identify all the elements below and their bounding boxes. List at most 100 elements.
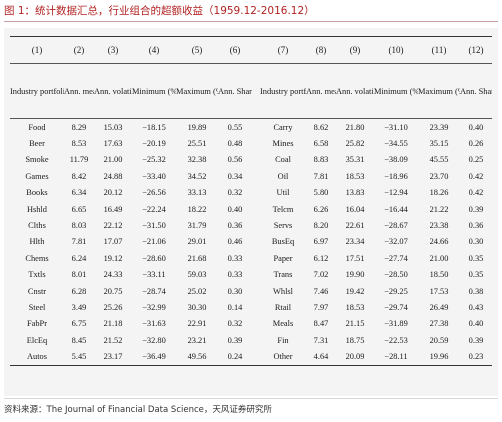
- left-industry-name-cell: Chems: [25, 253, 49, 263]
- left-minimum-cell: −20.19: [142, 139, 166, 149]
- right-industry-name-cell: Util: [276, 188, 290, 198]
- left-sharpe-ratio-cell: 0.30: [227, 286, 243, 296]
- header-maximum: Maximum (%): [176, 86, 218, 96]
- right-minimum-cell: −16.44: [384, 204, 408, 214]
- right-maximum-cell: 23.39: [429, 122, 449, 132]
- left-industry-name-cell: Beer: [29, 139, 45, 149]
- source-note: 资料来源：The Journal of Financial Data Scien…: [4, 405, 272, 415]
- left-industry-name-cell: Hshld: [26, 204, 47, 214]
- header-sharpe: Ann. Sharpe ratio: [218, 86, 252, 96]
- right-industry-name-cell: Other: [273, 352, 293, 362]
- column-number-row: (1) (2) (3) (4) (5) (6) (7) (8) (9) (10)…: [10, 37, 492, 64]
- column-gap: [252, 201, 260, 217]
- right-maximum-cell: 23.38: [429, 221, 449, 231]
- right-industry-name-cell: BusEq: [271, 237, 295, 247]
- right-minimum-cell: −29.74: [384, 302, 408, 312]
- column-header-row: Industry portfolio Ann. mean (%) Ann. vo…: [10, 64, 492, 119]
- right-minimum-cell: −28.67: [384, 221, 408, 231]
- right-maximum-cell: 19.96: [429, 352, 449, 362]
- right-maximum-cell: 35.15: [429, 139, 449, 149]
- right-ann-mean-cell: 7.31: [313, 335, 329, 345]
- left-ann-volatility-cell: 23.17: [103, 352, 123, 362]
- right-maximum-cell: 23.70: [429, 171, 449, 181]
- right-sharpe-ratio-cell: 0.35: [468, 270, 484, 280]
- right-ann-mean-cell: 8.20: [313, 221, 329, 231]
- column-number: (1): [31, 45, 43, 55]
- right-ann-volatility-cell: 18.75: [345, 335, 365, 345]
- right-minimum-cell: −38.09: [384, 155, 408, 165]
- right-sharpe-ratio-cell: 0.40: [468, 122, 484, 132]
- left-ann-volatility-cell: 24.88: [103, 171, 123, 181]
- left-minimum-cell: −22.24: [142, 204, 166, 214]
- column-number: (3): [107, 45, 119, 55]
- left-maximum-cell: 33.13: [187, 188, 207, 198]
- left-industry-name-cell: Food: [28, 122, 46, 132]
- right-minimum-cell: −32.07: [384, 237, 408, 247]
- right-maximum-cell: 45.55: [429, 155, 449, 165]
- right-ann-volatility-cell: 17.51: [345, 253, 365, 263]
- column-number: (11): [431, 45, 447, 55]
- right-sharpe-ratio-cell: 0.25: [468, 155, 484, 165]
- title-divider: [4, 21, 498, 22]
- right-sharpe-ratio-cell: 0.40: [468, 319, 484, 329]
- left-industry-name-cell: Cnstr: [27, 286, 47, 296]
- left-ann-volatility-cell: 19.12: [103, 253, 123, 263]
- column-number: (8): [315, 45, 327, 55]
- left-sharpe-ratio-cell: 0.33: [227, 270, 243, 280]
- left-maximum-cell: 25.51: [187, 139, 207, 149]
- right-ann-volatility-cell: 20.09: [345, 352, 365, 362]
- right-industry-name-cell: Mines: [272, 139, 294, 149]
- right-sharpe-ratio-cell: 0.39: [468, 335, 484, 345]
- column-number: (6): [229, 45, 241, 55]
- right-ann-mean-cell: 6.26: [313, 204, 329, 214]
- header-minimum: Minimum (%): [374, 86, 418, 96]
- right-ann-mean-cell: 7.46: [313, 286, 329, 296]
- right-industry-name-cell: Meals: [272, 319, 294, 329]
- table-row: Txtls 8.01 24.33 −33.11 59.03 0.33 Trans 7.02 19…: [10, 267, 492, 283]
- right-maximum-cell: 24.66: [429, 237, 449, 247]
- left-ann-mean-cell: 3.49: [71, 302, 87, 312]
- table-row: ElcEq 8.45 21.52 −32.80 23.21 0.39 Fin 7.31 18.7…: [10, 332, 492, 348]
- left-industry-name-cell: Hlth: [29, 237, 45, 247]
- column-gap: [252, 332, 260, 348]
- right-industry-name-cell: Whlsl: [272, 286, 293, 296]
- table-row: Chems 6.24 19.12 −28.60 21.68 0.33 Paper 6.12 17…: [10, 250, 492, 266]
- left-sharpe-ratio-cell: 0.55: [227, 122, 243, 132]
- right-maximum-cell: 26.49: [429, 302, 449, 312]
- right-industry-name-cell: Coal: [275, 155, 291, 165]
- column-number: (2): [73, 45, 85, 55]
- right-sharpe-ratio-cell: 0.26: [468, 139, 484, 149]
- left-ann-volatility-cell: 17.63: [103, 139, 123, 149]
- left-ann-mean-cell: 11.79: [69, 155, 89, 165]
- left-ann-volatility-cell: 21.52: [103, 335, 123, 345]
- left-minimum-cell: −21.06: [142, 237, 166, 247]
- table-row: Autos 5.45 23.17 −36.49 49.56 0.24 Other 4.64 20…: [10, 348, 492, 365]
- right-ann-mean-cell: 7.02: [313, 270, 329, 280]
- right-ann-volatility-cell: 19.90: [345, 270, 365, 280]
- column-gap: [252, 348, 260, 365]
- right-ann-mean-cell: 8.62: [313, 122, 329, 132]
- left-ann-volatility-cell: 25.26: [103, 302, 123, 312]
- left-ann-mean-cell: 6.75: [71, 319, 87, 329]
- right-ann-volatility-cell: 21.80: [345, 122, 365, 132]
- right-ann-volatility-cell: 35.31: [345, 155, 365, 165]
- right-industry-name-cell: Fin: [277, 335, 289, 345]
- right-ann-volatility-cell: 21.15: [345, 319, 365, 329]
- right-minimum-cell: −28.50: [384, 270, 408, 280]
- right-ann-mean-cell: 6.12: [313, 253, 329, 263]
- left-maximum-cell: 25.02: [187, 286, 207, 296]
- left-minimum-cell: −33.11: [142, 270, 166, 280]
- table-row: Cnstr 6.28 20.75 −28.74 25.02 0.30 Whlsl 7.46 19…: [10, 283, 492, 299]
- left-ann-mean-cell: 6.28: [71, 286, 87, 296]
- right-minimum-cell: −31.10: [384, 122, 408, 132]
- left-minimum-cell: −25.32: [142, 155, 166, 165]
- column-number: (5): [191, 45, 203, 55]
- left-sharpe-ratio-cell: 0.14: [227, 302, 243, 312]
- left-ann-volatility-cell: 22.12: [103, 221, 123, 231]
- left-sharpe-ratio-cell: 0.32: [227, 188, 243, 198]
- right-ann-volatility-cell: 23.34: [345, 237, 365, 247]
- right-ann-mean-cell: 8.47: [313, 319, 329, 329]
- left-ann-volatility-cell: 15.03: [103, 122, 123, 132]
- left-maximum-cell: 19.89: [187, 122, 207, 132]
- column-number: (4): [148, 45, 160, 55]
